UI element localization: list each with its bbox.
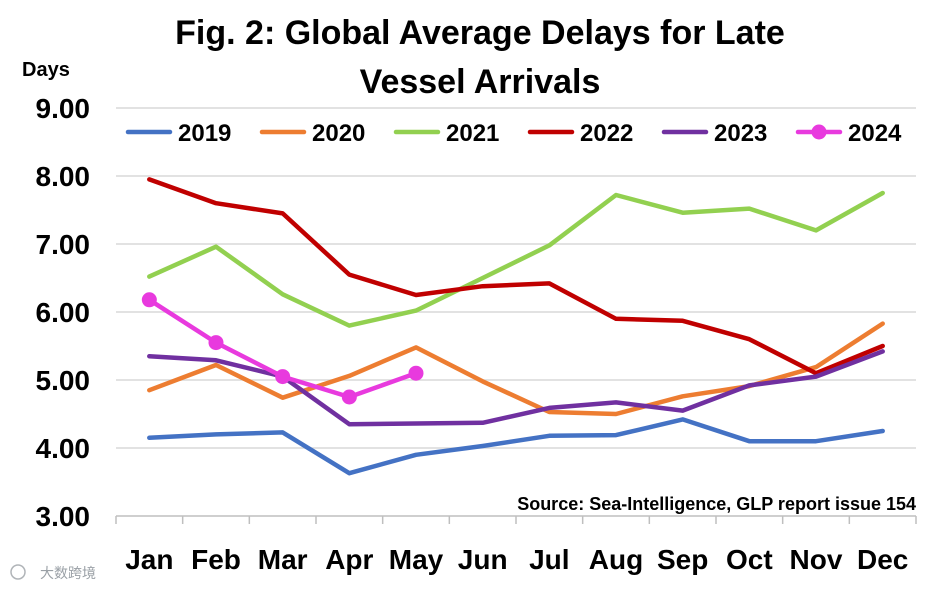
series-line-2023 bbox=[147, 349, 885, 427]
y-axis-label: Days bbox=[22, 59, 70, 81]
legend-item-2024: 2024 bbox=[795, 120, 902, 147]
series-lines bbox=[141, 177, 885, 476]
y-tick-label: 7.00 bbox=[36, 229, 91, 260]
y-tick-label: 6.00 bbox=[36, 297, 91, 328]
series-line-2022 bbox=[147, 177, 885, 376]
legend-item-2022: 2022 bbox=[527, 120, 633, 147]
legend-label: 2021 bbox=[446, 120, 499, 147]
source-annotation: Source: Sea-Intelligence, GLP report iss… bbox=[517, 494, 916, 514]
legend-label: 2020 bbox=[312, 120, 365, 147]
watermark-logo-icon bbox=[10, 564, 26, 580]
legend-label: 2023 bbox=[714, 120, 767, 147]
data-point-2024 bbox=[141, 292, 157, 308]
x-tick-label: Oct bbox=[726, 544, 773, 575]
x-tick-label: Mar bbox=[258, 544, 308, 575]
series-line-2019 bbox=[147, 417, 885, 476]
legend-item-2019: 2019 bbox=[125, 120, 231, 147]
chart-title: Fig. 2: Global Average Delays for Late Ve… bbox=[175, 14, 785, 101]
legend-item-2023: 2023 bbox=[661, 120, 767, 147]
y-tick-label: 9.00 bbox=[36, 93, 91, 124]
y-tick-label: 4.00 bbox=[36, 433, 91, 464]
data-point-2024 bbox=[275, 369, 291, 385]
x-tick-label: Nov bbox=[790, 544, 843, 575]
legend-label: 2019 bbox=[178, 120, 231, 147]
data-point-2024 bbox=[408, 365, 424, 381]
y-tick-label: 8.00 bbox=[36, 161, 91, 192]
gridlines bbox=[116, 107, 916, 517]
legend-item-2021: 2021 bbox=[393, 120, 499, 147]
legend-label: 2024 bbox=[848, 120, 902, 147]
y-axis-ticks: 3.00 4.00 5.00 6.00 7.00 8.00 9.00 bbox=[36, 93, 91, 532]
x-tick-label: Jan bbox=[125, 544, 173, 575]
data-point-2024 bbox=[208, 335, 224, 351]
legend-label: 2022 bbox=[580, 120, 633, 147]
y-tick-label: 5.00 bbox=[36, 365, 91, 396]
x-tick-label: Jul bbox=[529, 544, 569, 575]
chart-title-line: Fig. 2: Global Average Delays for Late bbox=[175, 14, 785, 52]
data-point-2024 bbox=[341, 389, 357, 405]
x-tick-label: May bbox=[389, 544, 444, 575]
x-tick-label: Aug bbox=[589, 544, 643, 575]
legend-marker bbox=[811, 124, 827, 140]
x-tick-label: Feb bbox=[191, 544, 241, 575]
legend-item-2020: 2020 bbox=[259, 120, 365, 147]
x-tick-label: Sep bbox=[657, 544, 708, 575]
x-tick-label: Jun bbox=[458, 544, 508, 575]
x-tick-label: Apr bbox=[325, 544, 373, 575]
x-axis-ticks: Jan Feb Mar Apr May Jun Jul Aug Sep Oct Nov Dec bbox=[115, 516, 917, 575]
series-line-2021 bbox=[147, 190, 885, 328]
watermark-text: 大数跨境 bbox=[40, 565, 96, 581]
watermark: 大数跨境 bbox=[10, 564, 96, 581]
chart-title-line: Vessel Arrivals bbox=[360, 63, 601, 101]
legend: 2019 2020 2021 2022 2023 2024 bbox=[125, 120, 902, 147]
y-tick-label: 3.00 bbox=[36, 501, 91, 532]
x-tick-label: Dec bbox=[857, 544, 908, 575]
